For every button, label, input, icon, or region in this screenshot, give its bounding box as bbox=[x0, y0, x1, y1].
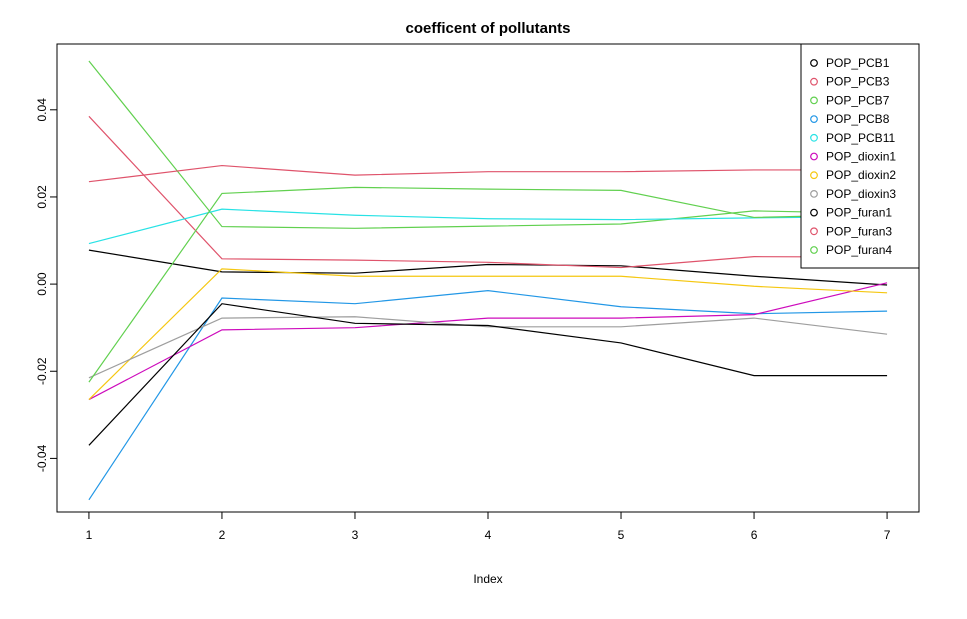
legend-label: POP_PCB11 bbox=[826, 131, 895, 145]
legend-marker bbox=[810, 189, 818, 198]
y-tick-label: 0.04 bbox=[35, 98, 49, 122]
y-tick-label: 0.02 bbox=[35, 185, 49, 209]
legend-label: POP_dioxin2 bbox=[826, 168, 896, 182]
x-tick-label: 3 bbox=[352, 528, 359, 542]
y-tick-label: -0.02 bbox=[35, 357, 49, 385]
legend: POP_PCB1 POP_PCB3 POP_PCB7 POP_PCB8 POP_PCB1… bbox=[800, 43, 920, 269]
series-line-pop-dioxin1 bbox=[88, 282, 888, 401]
x-tick-label: 6 bbox=[751, 528, 758, 542]
legend-marker bbox=[810, 152, 818, 161]
series-line-pop-pcb7 bbox=[88, 60, 888, 229]
x-tick-label: 5 bbox=[618, 528, 625, 542]
legend-marker bbox=[810, 59, 818, 67]
y-tick-label: -0.04 bbox=[35, 444, 49, 472]
x-tick-label: 2 bbox=[219, 528, 226, 542]
x-tick-label: 4 bbox=[485, 528, 492, 542]
x-tick-label: 1 bbox=[86, 528, 93, 542]
legend-label: POP_furan4 bbox=[826, 243, 892, 257]
legend-marker bbox=[810, 115, 818, 123]
series-line-pop-dioxin3 bbox=[88, 316, 888, 379]
series-line-pop-pcb1 bbox=[88, 249, 888, 286]
series-line-pop-pcb8 bbox=[88, 290, 888, 501]
series-line-pop-pcb3 bbox=[88, 115, 888, 269]
series-line-pop-furan1 bbox=[88, 303, 888, 446]
legend-label: POP_dioxin1 bbox=[826, 150, 896, 164]
legend-box bbox=[800, 43, 920, 269]
series-line-pop-dioxin2 bbox=[88, 268, 888, 401]
legend-label: POP_furan3 bbox=[826, 224, 892, 238]
legend-label: POP_furan1 bbox=[826, 206, 892, 220]
series-line-pop-furan4 bbox=[88, 186, 888, 383]
x-tick-label: 7 bbox=[884, 528, 891, 542]
legend-label: POP_dioxin3 bbox=[826, 187, 896, 201]
axes: 1 2 3 4 5 6 7 -0.04 -0.02 0.00 0.02 0.04 bbox=[35, 98, 891, 542]
chart-title: coefficent of pollutants bbox=[406, 20, 571, 37]
series-lines bbox=[88, 60, 888, 501]
legend-marker bbox=[810, 208, 818, 217]
legend-label: POP_PCB8 bbox=[826, 112, 890, 126]
legend-marker bbox=[810, 96, 818, 105]
legend-marker bbox=[810, 246, 818, 254]
legend-label: POP_PCB7 bbox=[826, 93, 890, 107]
legend-label: POP_PCB1 bbox=[826, 56, 890, 70]
legend-marker bbox=[810, 227, 818, 236]
legend-marker bbox=[810, 171, 818, 180]
x-axis-label: Index bbox=[473, 572, 502, 586]
y-tick-label: 0.00 bbox=[35, 272, 49, 296]
legend-marker bbox=[810, 133, 818, 142]
legend-label: POP_PCB3 bbox=[826, 75, 890, 89]
series-line-pop-furan3 bbox=[88, 164, 888, 183]
legend-marker bbox=[810, 77, 818, 86]
